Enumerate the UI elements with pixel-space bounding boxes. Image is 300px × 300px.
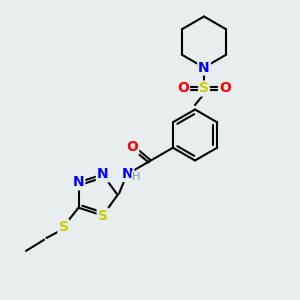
Text: O: O [126,140,138,154]
Text: H: H [132,172,141,182]
Text: N: N [97,167,109,182]
Text: O: O [177,82,189,95]
Text: S: S [58,220,68,234]
Text: S: S [98,208,108,223]
Text: N: N [122,167,133,181]
Text: N: N [198,61,210,74]
Text: N: N [73,175,84,189]
Text: S: S [199,82,209,95]
Text: O: O [219,82,231,95]
